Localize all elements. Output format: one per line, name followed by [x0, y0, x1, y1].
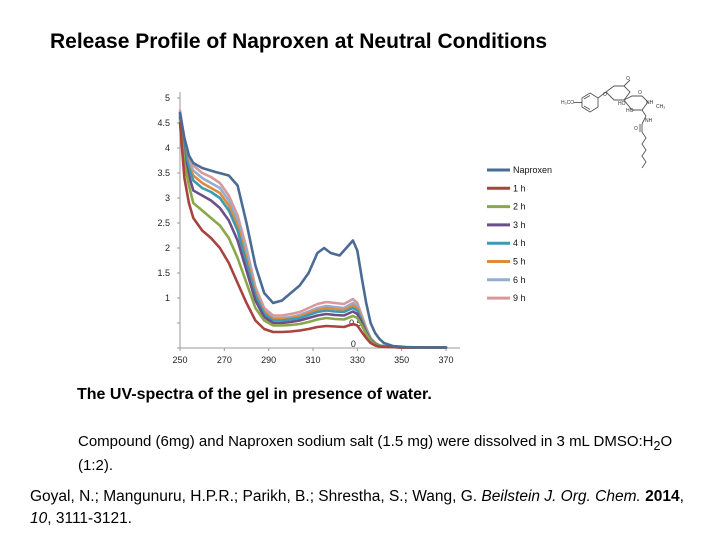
y-tick-label: 3.5 — [157, 168, 170, 178]
legend: Naproxen 1 h 2 h 3 h 4 h 5 h 6 h 9 h — [487, 165, 552, 303]
molecule-label: HO — [626, 108, 634, 114]
axes-layer: 0 0.5 1 1.5 2 2.5 3 3.5 4 4.5 5 250 270 290 310 330 350 3… — [157, 92, 460, 365]
molecule-label: H₃CO — [561, 100, 574, 106]
molecule-label: NH — [645, 118, 653, 124]
y-tick-label: 3 — [165, 193, 170, 203]
legend-label: 9 h — [513, 293, 526, 303]
x-tick-label: 310 — [305, 355, 320, 365]
molecule-label: HO — [618, 101, 626, 107]
legend-label: 6 h — [513, 275, 526, 285]
x-tick-label: 250 — [172, 355, 187, 365]
molecule-label: NH — [646, 100, 654, 106]
molecule-label: O — [634, 126, 638, 132]
molecule-structure-icon: H₃CO O O HO O HO NH O NH CH₃ — [561, 76, 665, 169]
legend-label: 2 h — [513, 202, 526, 212]
legend-label: Naproxen — [513, 165, 552, 175]
molecule-label: CH₃ — [656, 104, 665, 110]
molecule-label: O — [603, 92, 607, 98]
y-tick-label: 4 — [165, 143, 170, 153]
x-tick-label: 270 — [217, 355, 232, 365]
x-tick-label: 330 — [350, 355, 365, 365]
x-tick-label: 290 — [261, 355, 276, 365]
legend-label: 1 h — [513, 183, 526, 193]
legend-label: 3 h — [513, 220, 526, 230]
experiment-description: Compound (6mg) and Naproxen sodium salt … — [78, 433, 673, 474]
y-tick-label: 0 — [351, 339, 356, 349]
x-tick-label: 350 — [394, 355, 409, 365]
y-tick-label: 2 — [165, 243, 170, 253]
series-layer — [178, 109, 448, 349]
citation: Goyal, N.; Mangunuru, H.P.R.; Parikh, B.… — [30, 488, 684, 527]
y-tick-label: 2.5 — [157, 218, 170, 228]
molecule-label: O — [638, 90, 642, 96]
y-tick-label: 1.5 — [157, 268, 170, 278]
y-tick-label: 5 — [165, 93, 170, 103]
uv-spectra-chart: 0 0.5 1 1.5 2 2.5 3 3.5 4 4.5 5 250 270 290 310 330 350 3… — [157, 92, 552, 365]
slide-title: Release Profile of Naproxen at Neutral C… — [50, 30, 548, 53]
figure-caption: The UV-spectra of the gel in presence of… — [77, 386, 432, 403]
molecule-label: O — [626, 76, 630, 82]
series-line-4 — [178, 114, 448, 349]
x-tick-label: 370 — [438, 355, 453, 365]
legend-label: 4 h — [513, 238, 526, 248]
series-line-1 — [178, 121, 448, 349]
y-tick-label: 0.5 — [349, 318, 362, 328]
series-line-0 — [178, 111, 448, 349]
y-tick-label: 4.5 — [157, 118, 170, 128]
y-tick-label: 1 — [165, 293, 170, 303]
legend-label: 5 h — [513, 257, 526, 267]
